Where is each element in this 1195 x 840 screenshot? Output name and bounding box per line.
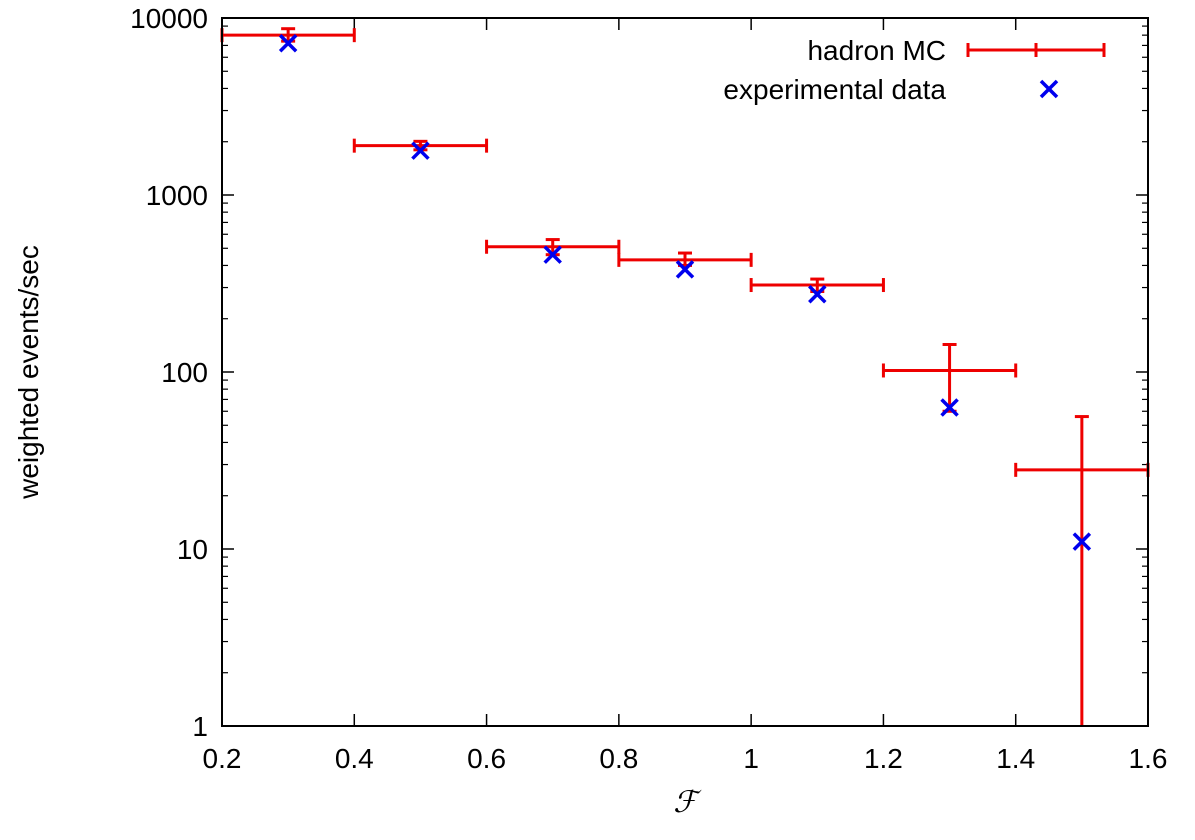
hadron-mc-errorbar xyxy=(1014,415,1150,726)
x-tick-label: 1.4 xyxy=(996,743,1035,774)
y-tick-label: 10000 xyxy=(130,3,208,34)
legend-swatch-hadron-mc xyxy=(966,43,1106,57)
hadron-mc-errorbar xyxy=(881,343,1018,413)
experimental-data-point xyxy=(808,285,827,304)
experimental-data-point xyxy=(411,141,430,160)
y-tick-label: 100 xyxy=(161,357,208,388)
legend-label-hadron-mc: hadron MC xyxy=(807,35,946,66)
legend-swatch-experimental-data xyxy=(1039,79,1059,99)
legend-label-experimental-data: experimental data xyxy=(723,74,946,105)
x-tick-label: 1.2 xyxy=(864,743,903,774)
hadron-mc-errorbar xyxy=(749,277,885,293)
plot-frame xyxy=(221,17,1149,727)
experimental-data-point xyxy=(940,398,959,417)
y-tick-label: 1 xyxy=(192,711,208,742)
x-tick-label: 0.8 xyxy=(599,743,638,774)
experimental-data-point xyxy=(1072,532,1092,551)
x-tick-label: 1 xyxy=(743,743,759,774)
legend: hadron MC experimental data xyxy=(723,35,1106,105)
experimental-data-point xyxy=(543,245,562,264)
x-tick-label: 0.2 xyxy=(203,743,242,774)
hadron-mc-errorbar xyxy=(220,27,356,43)
y-axis-title: weighted events/sec xyxy=(13,245,44,500)
y-tick-label: 1000 xyxy=(146,180,208,211)
ticks-layer: 0.2 0.4 0.6 0.8 1 1.2 1.4 1.6 1 10 100 1000 10000 xyxy=(130,3,1167,774)
series-layer xyxy=(220,27,1150,726)
experimental-data-point xyxy=(278,34,298,53)
x-tick-label: 1.6 xyxy=(1129,743,1168,774)
y-tick-label: 10 xyxy=(177,534,208,565)
hadron-mc-errorbar xyxy=(617,251,753,267)
x-axis-title: ℱ xyxy=(673,786,702,819)
x-tick-label: 0.6 xyxy=(467,743,506,774)
x-tick-label: 0.4 xyxy=(335,743,374,774)
experimental-data-point xyxy=(675,260,695,279)
